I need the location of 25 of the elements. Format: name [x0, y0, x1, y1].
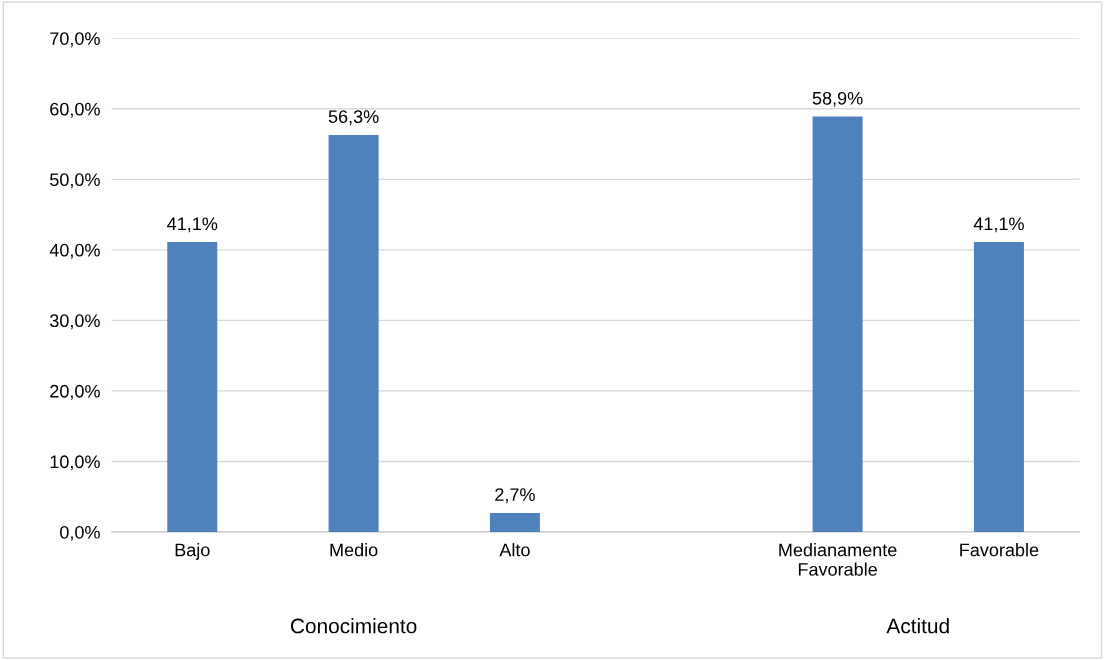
x-tick-label: Alto: [499, 543, 530, 557]
y-tick-label: 50,0%: [50, 173, 100, 189]
y-tick-label: 30,0%: [49, 314, 100, 330]
bar: [489, 512, 540, 532]
bar: [973, 242, 1024, 532]
data-label: 56,3%: [328, 110, 379, 126]
y-tick-label: 0,0%: [60, 525, 100, 541]
text: Conocimiento: [290, 618, 417, 634]
text: Actitud: [886, 618, 949, 634]
bar: [167, 242, 218, 532]
x-tick-label: Medianamente Favorable: [779, 543, 897, 576]
y-tick-label: 20,0%: [50, 384, 100, 400]
bar: [328, 134, 379, 532]
y-tick-label: 10,0%: [50, 455, 100, 471]
data-label: 41,1%: [973, 217, 1024, 233]
y-tick-label: 40,0%: [49, 243, 100, 259]
x-tick-label: Favorable: [960, 543, 1039, 557]
bar: [812, 116, 863, 532]
data-label: 58,9%: [812, 91, 863, 107]
y-tick-label: 70,0%: [50, 32, 100, 48]
y-tick-label: 60,0%: [50, 102, 100, 118]
data-label: 41,1%: [167, 217, 218, 233]
data-label: 2,7%: [495, 488, 535, 504]
x-tick-label: Medio: [330, 543, 378, 557]
x-tick-label: Bajo: [175, 543, 210, 560]
